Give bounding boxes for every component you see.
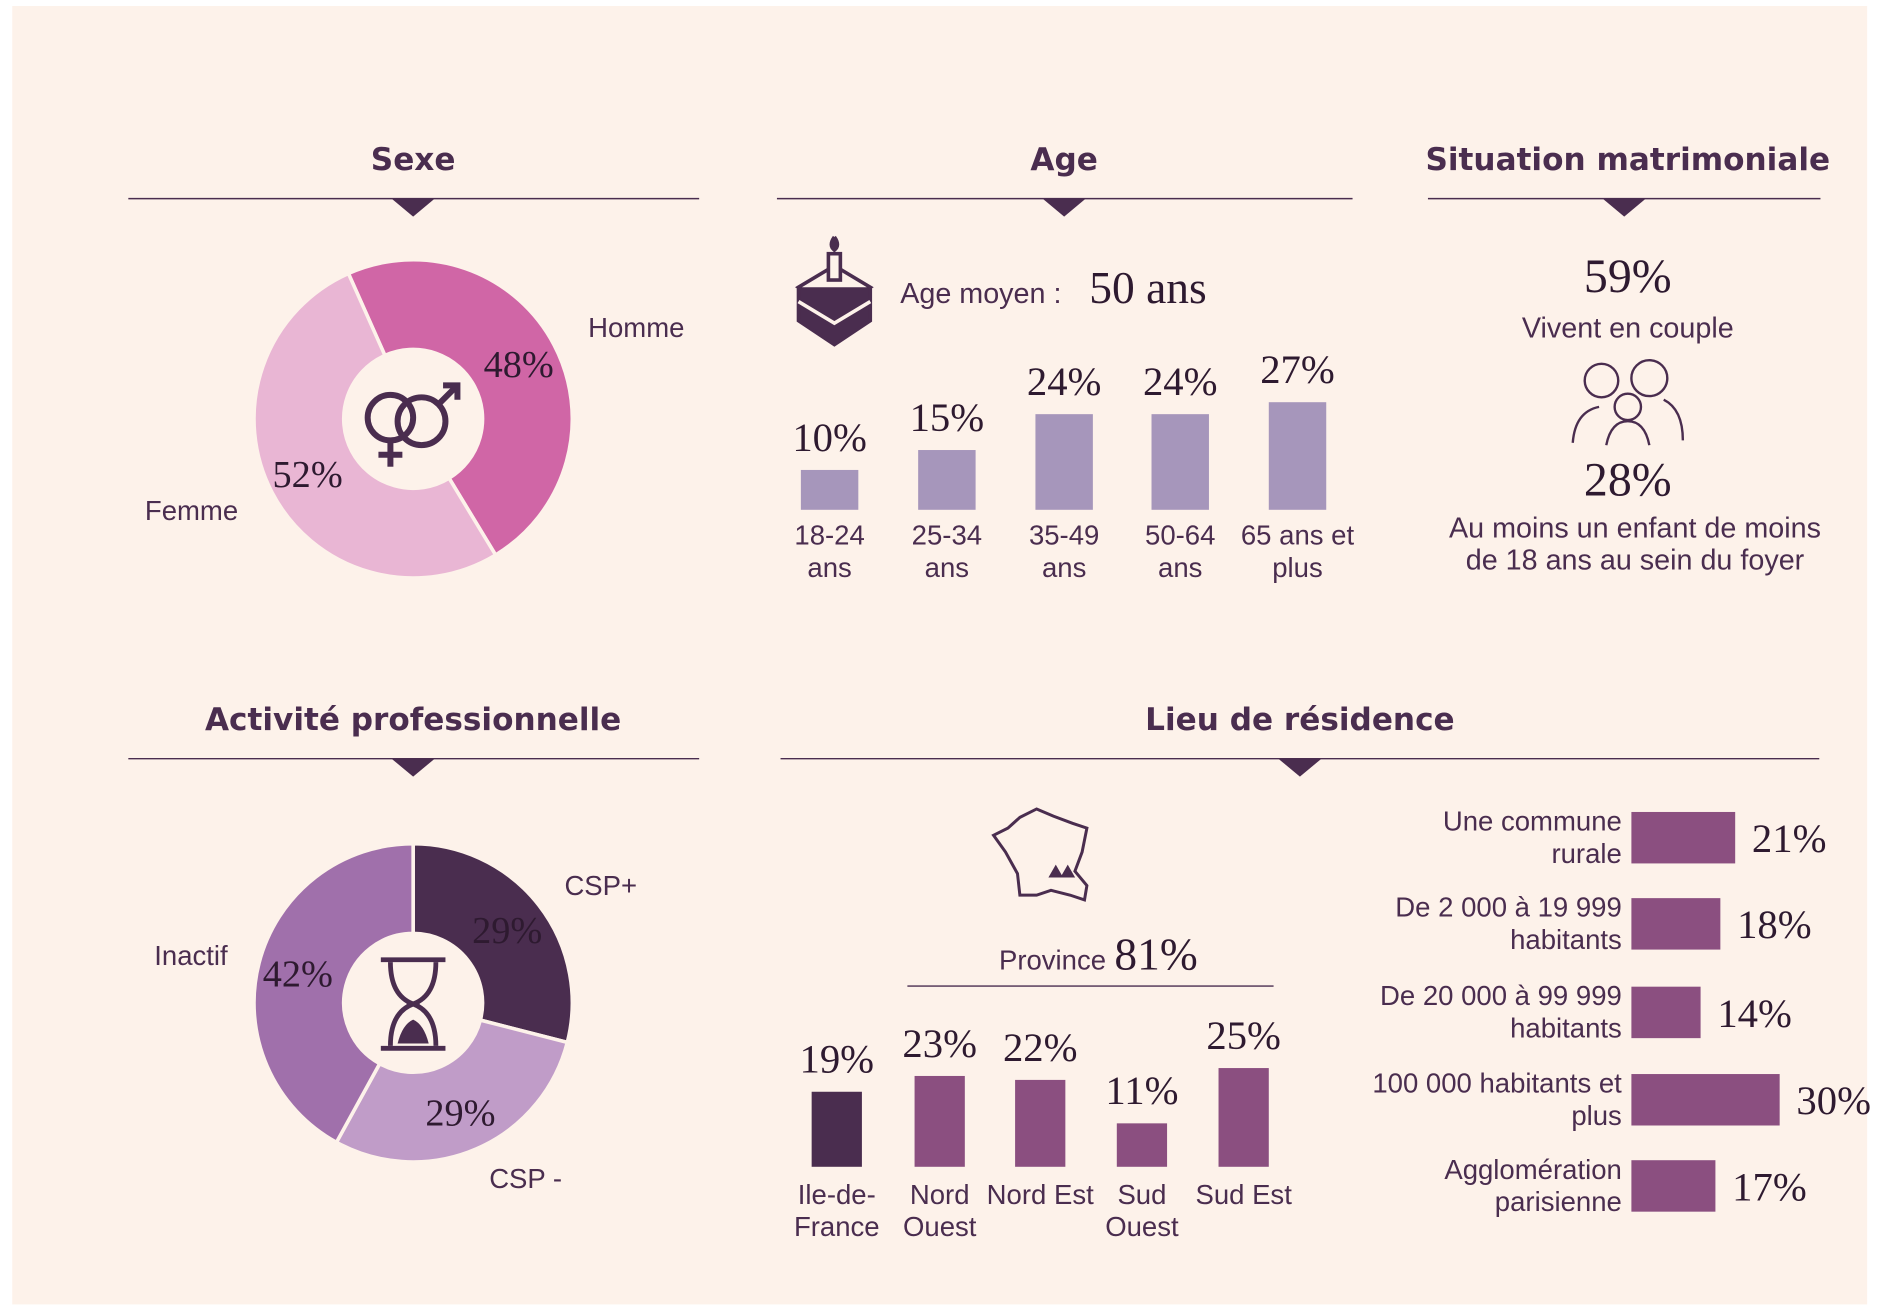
category-label: De 2 000 à 19 999 habitants <box>1395 891 1622 955</box>
value-label: 29% <box>425 1092 495 1134</box>
bar <box>1631 1160 1716 1212</box>
province-label: Province <box>999 944 1106 975</box>
category-label-box: 100 000 habitants et plus <box>1372 1067 1622 1131</box>
value-label: 25% <box>1206 1013 1281 1058</box>
value-label: 19% <box>799 1037 874 1082</box>
province-value: 81% <box>1114 928 1197 979</box>
category-label-box: 35-49 ans <box>1028 519 1100 583</box>
stat-value: 59% <box>1584 250 1672 303</box>
bar <box>1015 1079 1066 1167</box>
category-label: 25-34 ans <box>911 519 983 583</box>
category-label-box: 65 ans et plus <box>1240 519 1355 583</box>
pointers <box>391 198 1646 777</box>
category-label: Homme <box>588 312 684 343</box>
bar <box>914 1075 965 1167</box>
bar <box>1631 898 1721 950</box>
category-label: CSP - <box>489 1163 562 1194</box>
value-label: 14% <box>1717 991 1792 1036</box>
value-label: 42% <box>263 953 333 995</box>
category-label: Agglomération parisienne <box>1444 1153 1622 1218</box>
france-icon <box>991 807 1089 902</box>
bar <box>1151 414 1209 510</box>
section-title: Situation matrimoniale <box>1425 142 1830 178</box>
bar <box>811 1091 862 1167</box>
category-label: CSP+ <box>564 870 637 901</box>
stat-label-box: Au moins un enfant de moins de 18 ans au… <box>1448 512 1821 577</box>
bar <box>1631 1074 1780 1126</box>
bar <box>1631 986 1701 1039</box>
value-label: 48% <box>484 344 554 386</box>
category-label: 50-64 ans <box>1145 519 1216 583</box>
stat-label: Au moins un enfant de moins de 18 ans au… <box>1448 512 1821 577</box>
gender-icon <box>343 349 483 489</box>
pointer <box>391 198 435 217</box>
pointer <box>391 758 435 777</box>
section-title: Lieu de résidence <box>1145 702 1454 738</box>
category-label: De 20 000 à 99 999 habitants <box>1380 980 1622 1044</box>
value-label: 23% <box>902 1021 977 1066</box>
category-label: 18-24 ans <box>794 519 865 583</box>
value-label: 17% <box>1732 1164 1807 1209</box>
category-label: Ile-de-France <box>793 1178 880 1243</box>
category-label-box: Nord Est <box>986 1178 1094 1210</box>
stat-label: Vivent en couple <box>1522 312 1734 344</box>
bar <box>1035 414 1093 510</box>
cake-icon <box>794 235 874 347</box>
pointer <box>1602 198 1646 217</box>
family-icon <box>1571 359 1685 446</box>
category-label-box: Nord Ouest <box>902 1178 977 1243</box>
value-label: 30% <box>1796 1078 1871 1123</box>
value-label: 27% <box>1260 347 1335 392</box>
stat-value: 28% <box>1584 453 1672 506</box>
value-label: 29% <box>472 910 542 952</box>
category-label-box: De 20 000 à 99 999 habitants <box>1380 980 1622 1044</box>
bar <box>800 469 859 510</box>
category-label-box: 18-24 ans <box>794 519 865 583</box>
category-label-box: Sud Ouest <box>1105 1178 1179 1243</box>
age-average: 50 ans <box>1089 262 1206 313</box>
value-label: 11% <box>1105 1068 1178 1113</box>
section-title: Activité professionnelle <box>205 702 621 738</box>
value-label: 24% <box>1143 359 1218 404</box>
category-label-box: De 2 000 à 19 999 habitants <box>1395 891 1622 955</box>
category-label: Sud Ouest <box>1105 1178 1179 1243</box>
bar <box>1631 811 1736 864</box>
value-label: 10% <box>792 415 867 460</box>
section-title: Age <box>1030 142 1097 178</box>
value-label: 22% <box>1003 1025 1078 1070</box>
category-label: 65 ans et plus <box>1240 519 1355 583</box>
value-label: 21% <box>1752 816 1827 861</box>
category-label: 35-49 ans <box>1028 519 1100 583</box>
bar <box>1218 1068 1269 1167</box>
category-label-box: Une commune rurale <box>1442 805 1622 869</box>
hourglass-icon <box>343 933 483 1073</box>
bar <box>918 450 976 510</box>
age-subtitle: Age moyen : <box>900 278 1061 310</box>
value-label: 18% <box>1737 902 1812 947</box>
category-label: Sud Est <box>1195 1178 1292 1210</box>
category-label: Nord Est <box>986 1178 1094 1210</box>
category-label: Femme <box>145 495 238 526</box>
section-title: Sexe <box>371 142 456 178</box>
category-label: Une commune rurale <box>1442 805 1622 869</box>
category-label-box: 25-34 ans <box>911 519 983 583</box>
value-label: 24% <box>1027 359 1102 404</box>
category-label: Nord Ouest <box>902 1178 977 1243</box>
pointer <box>1042 198 1086 217</box>
value-label: 52% <box>273 454 343 496</box>
pointer <box>1278 758 1322 777</box>
category-label-box: Agglomération parisienne <box>1444 1153 1622 1218</box>
category-label: Inactif <box>154 940 228 971</box>
category-label: 100 000 habitants et plus <box>1372 1067 1622 1131</box>
category-label-box: 50-64 ans <box>1145 519 1216 583</box>
bar <box>1116 1123 1168 1167</box>
value-label: 15% <box>910 395 985 440</box>
bar <box>1268 402 1327 510</box>
category-label-box: Sud Est <box>1195 1178 1292 1210</box>
category-label-box: Ile-de-France <box>793 1178 880 1243</box>
